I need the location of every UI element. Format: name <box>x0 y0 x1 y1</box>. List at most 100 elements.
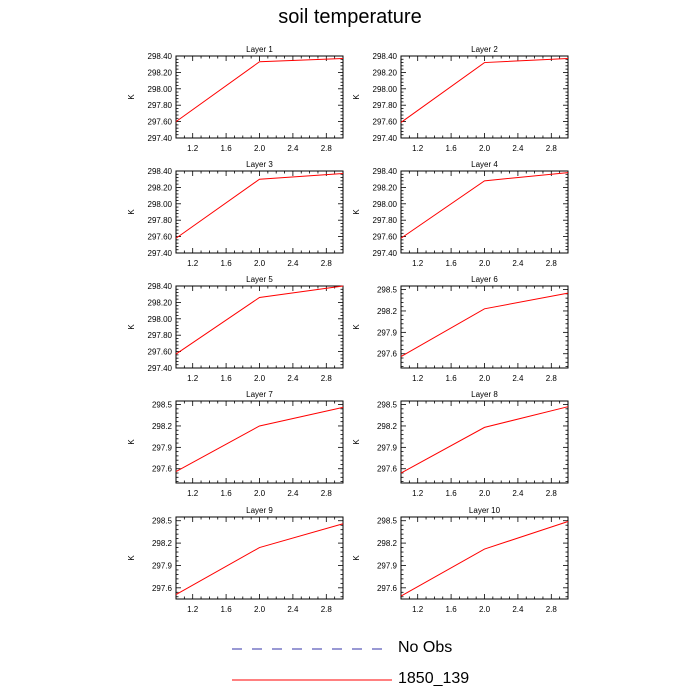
series-line <box>175 406 344 473</box>
y-tick-label: 298.5 <box>152 401 173 410</box>
y-tick-label: 297.9 <box>152 561 173 570</box>
y-tick-label: 297.80 <box>148 101 173 110</box>
x-tick-label: 2.4 <box>512 374 524 383</box>
plot-frame <box>175 170 344 254</box>
y-tick-label: 297.60 <box>148 233 173 242</box>
y-tick-label: 298.20 <box>148 183 173 192</box>
panel-title: Layer 10 <box>469 506 501 515</box>
x-tick-label: 1.6 <box>446 605 458 614</box>
y-tick-label: 298.5 <box>377 517 398 526</box>
x-tick-label: 1.6 <box>446 374 458 383</box>
y-tick-label: 297.6 <box>377 350 398 359</box>
x-tick-label: 1.6 <box>221 144 233 153</box>
y-tick-label: 297.6 <box>152 465 173 474</box>
x-tick-label: 1.2 <box>187 489 199 498</box>
x-tick-label: 2.0 <box>254 605 266 614</box>
x-tick-label: 2.4 <box>512 489 524 498</box>
x-tick-label: 1.6 <box>221 605 233 614</box>
y-tick-label: 297.9 <box>152 443 173 452</box>
y-tick-label: 297.9 <box>377 561 398 570</box>
panel-title: Layer 4 <box>471 160 498 169</box>
panel-title: Layer 9 <box>246 506 273 515</box>
y-tick-label: 298.00 <box>373 85 398 94</box>
series-line <box>175 172 344 239</box>
y-tick-label: 297.80 <box>148 331 173 340</box>
plot-frame <box>400 170 569 254</box>
y-tick-label: 297.60 <box>373 233 398 242</box>
y-tick-label: 297.80 <box>373 216 398 225</box>
series-line <box>175 57 344 123</box>
y-tick-label: 298.20 <box>373 68 398 77</box>
x-tick-label: 2.0 <box>254 489 266 498</box>
y-tick-label: 297.60 <box>148 348 173 357</box>
x-tick-label: 2.8 <box>546 489 558 498</box>
x-tick-label: 1.6 <box>446 144 458 153</box>
y-tick-label: 298.00 <box>148 85 173 94</box>
series-line <box>175 285 344 355</box>
x-tick-label: 1.2 <box>412 259 424 268</box>
panel-layer-1: Layer 1 1.2 1.6 2.0 2.4 2.8 297.40 297.60 297.80… <box>127 45 344 153</box>
x-tick-label: 2.0 <box>479 374 491 383</box>
x-tick-label: 2.8 <box>546 605 558 614</box>
y-tick-label: 298.40 <box>373 52 398 61</box>
y-tick-label: 297.6 <box>152 584 173 593</box>
y-tick-label: 298.2 <box>377 422 398 431</box>
panel-title: Layer 6 <box>471 275 498 284</box>
x-tick-label: 2.0 <box>254 144 266 153</box>
series-line <box>400 520 569 597</box>
y-axis-label: K <box>352 209 361 215</box>
y-tick-label: 298.5 <box>377 286 398 295</box>
series-line <box>400 57 569 123</box>
y-tick-label: 298.5 <box>152 517 173 526</box>
y-axis-label: K <box>352 555 361 561</box>
y-tick-label: 298.20 <box>148 298 173 307</box>
x-tick-label: 2.8 <box>321 605 333 614</box>
y-tick-label: 297.40 <box>373 249 398 258</box>
plot-frame <box>175 55 344 139</box>
series-line <box>400 172 569 239</box>
x-tick-label: 2.8 <box>321 144 333 153</box>
y-tick-label: 297.9 <box>377 443 398 452</box>
x-tick-label: 2.4 <box>287 489 299 498</box>
x-tick-label: 2.4 <box>287 605 299 614</box>
y-tick-label: 297.6 <box>377 465 398 474</box>
y-tick-label: 297.40 <box>148 364 173 373</box>
y-tick-label: 298.2 <box>377 307 398 316</box>
y-tick-label: 297.9 <box>377 328 398 337</box>
x-tick-label: 2.0 <box>479 489 491 498</box>
x-tick-label: 1.6 <box>446 489 458 498</box>
y-tick-label: 298.2 <box>152 539 173 548</box>
x-tick-label: 2.8 <box>546 144 558 153</box>
panel-layer-3: Layer 3 1.2 1.6 2.0 2.4 2.8 297.40 297.60 297.80… <box>127 160 344 268</box>
y-tick-label: 298.5 <box>377 401 398 410</box>
x-tick-label: 1.2 <box>412 374 424 383</box>
y-tick-label: 297.40 <box>148 134 173 143</box>
panel-title: Layer 2 <box>471 45 498 54</box>
series-line <box>175 523 344 595</box>
x-tick-label: 1.6 <box>446 259 458 268</box>
x-tick-label: 1.2 <box>187 144 199 153</box>
series-line <box>400 406 569 474</box>
y-axis-label: K <box>127 555 136 561</box>
y-tick-label: 298.40 <box>148 167 173 176</box>
y-tick-label: 298.20 <box>373 183 398 192</box>
x-tick-label: 2.4 <box>512 144 524 153</box>
y-axis-label: K <box>127 324 136 330</box>
x-tick-label: 1.6 <box>221 489 233 498</box>
x-tick-label: 2.8 <box>321 374 333 383</box>
y-tick-label: 298.2 <box>377 539 398 548</box>
x-tick-label: 1.2 <box>412 605 424 614</box>
y-tick-label: 298.40 <box>148 282 173 291</box>
y-tick-label: 297.60 <box>148 118 173 127</box>
x-tick-label: 2.8 <box>546 374 558 383</box>
y-tick-label: 297.80 <box>148 216 173 225</box>
y-tick-label: 298.00 <box>373 200 398 209</box>
x-tick-label: 2.0 <box>479 144 491 153</box>
x-tick-label: 1.2 <box>412 489 424 498</box>
y-tick-label: 298.00 <box>148 200 173 209</box>
y-axis-label: K <box>352 94 361 100</box>
panel-layer-2: Layer 2 1.2 1.6 2.0 2.4 2.8 297.40 297.60 297.80… <box>352 45 569 153</box>
y-tick-label: 297.80 <box>373 101 398 110</box>
panel-layer-8: Layer 8 1.2 1.6 2.0 2.4 2.8 297.6 297.9 298.2 298… <box>352 390 569 498</box>
